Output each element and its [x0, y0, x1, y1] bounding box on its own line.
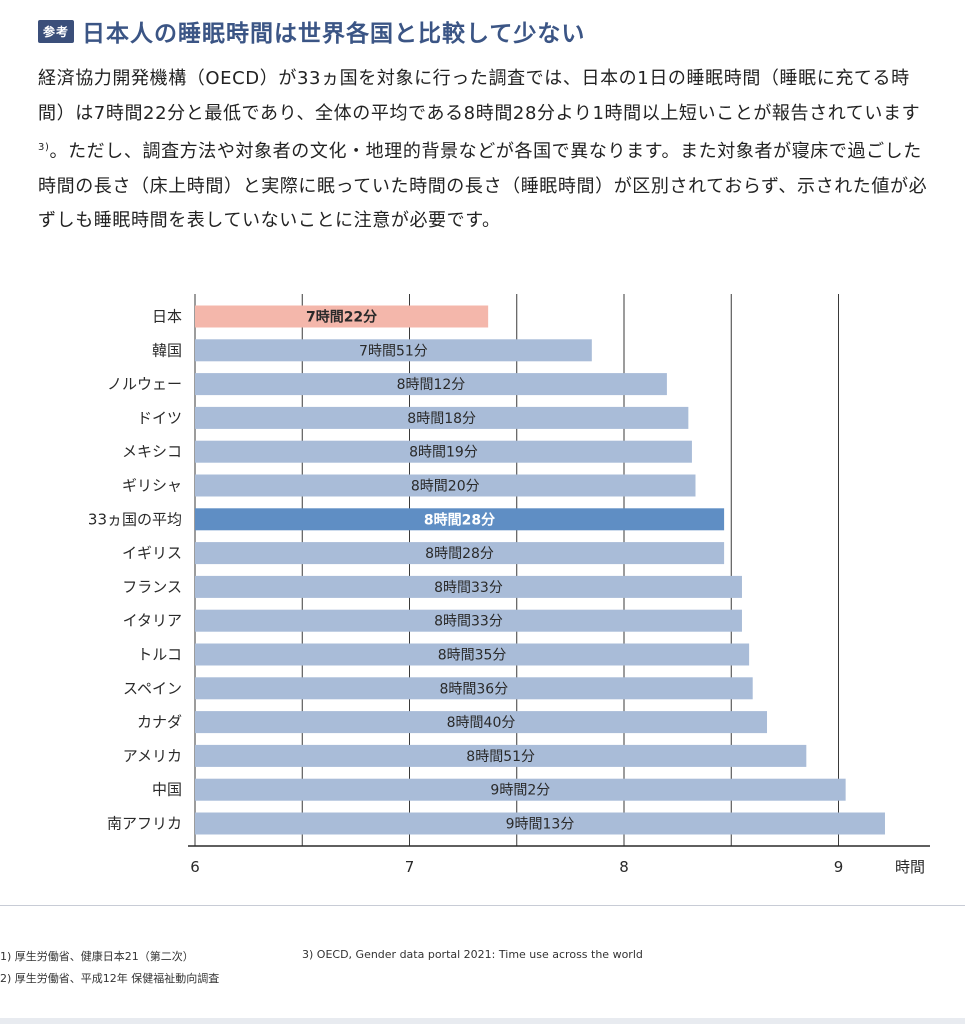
bar — [195, 677, 753, 700]
data-label: 7時間51分 — [359, 343, 428, 359]
data-label: 8時間51分 — [466, 749, 535, 765]
category-label: 南アフリカ — [107, 815, 182, 833]
section-title: 日本人の睡眠時間は世界各国と比較して少ない — [82, 21, 586, 47]
data-label: 8時間28分 — [425, 546, 494, 562]
data-label: 8時間18分 — [407, 411, 476, 427]
category-label: アメリカ — [123, 747, 182, 765]
bar — [195, 305, 489, 328]
x-tick-label: 7 — [405, 858, 415, 876]
x-tick-label: 6 — [190, 858, 200, 876]
category-label: カナダ — [137, 713, 182, 731]
section-header: 参考 日本人の睡眠時間は世界各国と比較して少ない — [38, 14, 585, 48]
data-label: 8時間28分 — [424, 511, 495, 528]
category-label: メキシコ — [122, 443, 182, 461]
body-text-main: 経済協力開発機構（OECD）が33ヵ国を対象に行った調査では、日本の1日の睡眠時… — [38, 68, 921, 124]
data-label: 8時間40分 — [447, 715, 516, 731]
category-label: 韓国 — [152, 341, 182, 359]
x-axis-unit-label: 時間 — [895, 858, 925, 876]
reference-badge: 参考 — [38, 19, 75, 43]
data-label: 8時間19分 — [409, 445, 478, 461]
category-label: ノルウェー — [107, 375, 182, 393]
bar — [195, 778, 846, 801]
category-label: フランス — [122, 578, 182, 596]
category-label: 33ヵ国の平均 — [88, 510, 182, 528]
bar — [195, 406, 689, 429]
bar — [195, 339, 592, 362]
x-tick-label: 8 — [619, 858, 629, 876]
bar — [195, 373, 667, 396]
data-label: 8時間20分 — [411, 479, 480, 495]
data-label: 8時間36分 — [439, 681, 508, 697]
footnote-2: 2) 厚生労働省、平成12年 保健福祉動向調査 — [0, 972, 220, 985]
body-paragraph: 経済協力開発機構（OECD）が33ヵ国を対象に行った調査では、日本の1日の睡眠時… — [38, 62, 930, 239]
bar — [195, 508, 725, 531]
bar — [195, 575, 742, 598]
bar — [195, 711, 768, 734]
x-tick-label: 9 — [834, 858, 844, 876]
footer-divider — [0, 905, 965, 906]
category-label: スペイン — [123, 679, 182, 697]
category-label: イギリス — [122, 544, 182, 562]
footnote-1: 1) 厚生労働省、健康日本21（第二次） — [0, 950, 194, 963]
data-label: 9時間2分 — [490, 783, 550, 799]
data-label: 7時間22分 — [306, 309, 377, 326]
data-label: 9時間13分 — [506, 817, 575, 833]
data-label: 8時間12分 — [397, 377, 466, 393]
bar — [195, 744, 807, 767]
category-label: トルコ — [137, 646, 182, 664]
category-label: ギリシャ — [122, 477, 182, 495]
bar — [195, 609, 742, 632]
category-label: 中国 — [152, 781, 182, 799]
bar — [195, 440, 692, 463]
bar — [195, 812, 885, 835]
data-label: 8時間35分 — [438, 648, 507, 664]
data-label: 8時間33分 — [434, 614, 503, 630]
bar — [195, 542, 725, 565]
bar — [195, 474, 696, 497]
footnote-3: 3) OECD, Gender data portal 2021: Time u… — [302, 948, 643, 961]
category-label: イタリア — [123, 612, 182, 630]
bar — [195, 643, 750, 666]
category-label: ドイツ — [137, 409, 182, 427]
category-label: 日本 — [152, 308, 182, 326]
reference-mark: 3) — [38, 142, 50, 153]
data-label: 8時間33分 — [434, 580, 503, 596]
bottom-strip — [0, 1018, 965, 1024]
body-text-rest: 。ただし、調査方法や対象者の文化・地理的背景などが各国で異なります。また対象者が… — [38, 141, 928, 231]
